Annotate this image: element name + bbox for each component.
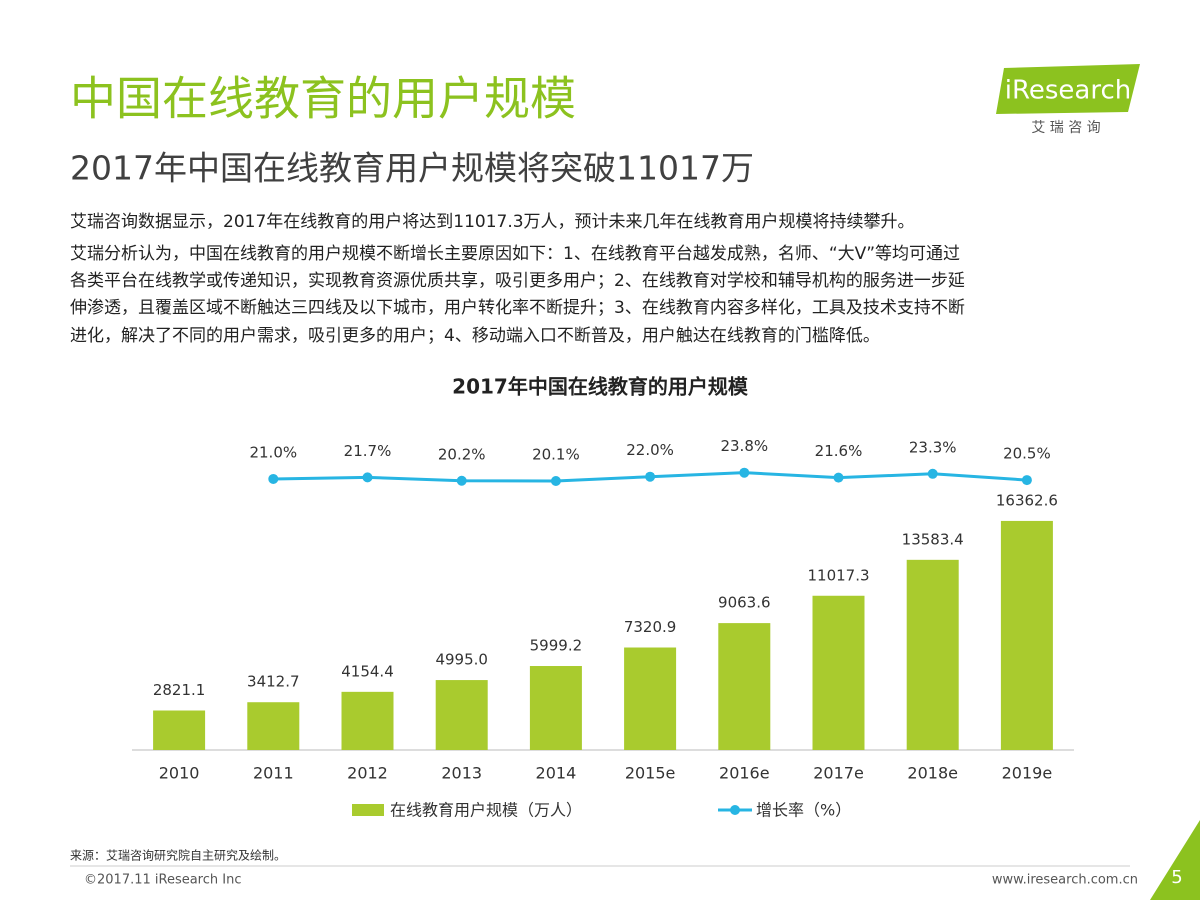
bar-label: 4154.4 (341, 662, 394, 680)
growth-point (739, 467, 750, 478)
x-tick-label: 2010 (159, 764, 200, 783)
body-line: 伸渗透，且覆盖区域不断触达三四线及以下城市，用户转化率不断提升；3、在线教育内容… (70, 298, 965, 318)
growth-point (645, 471, 656, 482)
growth-point (362, 472, 373, 483)
growth-point (456, 475, 467, 486)
growth-point (550, 475, 561, 486)
growth-label: 22.0% (626, 441, 674, 459)
x-tick-label: 2011 (253, 764, 294, 783)
x-tick-label: 2018e (907, 764, 958, 783)
logo-text: iResearch (1005, 76, 1131, 106)
body-line: 进化，解决了不同的用户需求，吸引更多的用户；4、移动端入口不断普及，用户触达在线… (70, 326, 880, 346)
legend-label: 增长率（%） (756, 801, 851, 820)
growth-point (927, 468, 938, 479)
body-line: 艾瑞咨询数据显示，2017年在线教育的用户将达到11017.3万人，预计未来几年… (70, 212, 915, 232)
growth-label: 20.2% (438, 445, 486, 463)
bar-label: 11017.3 (807, 566, 869, 584)
bar (435, 680, 488, 750)
growth-label: 21.0% (249, 443, 297, 461)
growth-label: 21.6% (815, 442, 863, 460)
url: www.iresearch.com.cn (992, 873, 1138, 888)
slide-subtitle: 2017年中国在线教育用户规模将突破11017万 (70, 149, 754, 188)
bar-label: 7320.9 (624, 618, 677, 636)
x-tick-label: 2013 (441, 764, 482, 783)
bar (624, 647, 677, 750)
bar (1000, 520, 1053, 750)
bar-label: 3412.7 (247, 673, 300, 691)
bar (529, 666, 582, 750)
legend-swatch (352, 804, 384, 816)
growth-point (268, 473, 279, 484)
slide-title: 中国在线教育的用户规模 (70, 72, 576, 126)
x-tick-label: 2019e (1002, 764, 1053, 783)
growth-label: 20.5% (1003, 445, 1051, 463)
bar (718, 623, 771, 750)
growth-label: 20.1% (532, 445, 580, 463)
growth-label: 23.3% (909, 438, 957, 456)
logo-cn: 艾 瑞 咨 询 (1031, 120, 1100, 136)
page-number: 5 (1171, 867, 1182, 888)
bar-label: 2821.1 (153, 681, 206, 699)
bar (247, 702, 300, 750)
bar (153, 710, 206, 750)
body-line: 艾瑞分析认为，中国在线教育的用户规模不断增长主要原因如下：1、在线教育平台越发成… (70, 243, 960, 264)
bar-label: 16362.6 (996, 491, 1058, 509)
legend-dot (730, 805, 740, 815)
bar-label: 13583.4 (902, 530, 964, 548)
growth-point (833, 472, 844, 483)
growth-label: 23.8% (720, 437, 768, 455)
bar-label: 4995.0 (435, 651, 488, 669)
logo-box (996, 64, 1140, 114)
chart-title: 2017年中国在线教育的用户规模 (452, 375, 749, 399)
x-tick-label: 2014 (536, 764, 577, 783)
source: 来源：艾瑞咨询研究院自主研究及绘制。 (70, 848, 286, 863)
growth-label: 21.7% (344, 442, 392, 460)
x-tick-label: 2016e (719, 764, 770, 783)
x-tick-label: 2012 (347, 764, 388, 783)
bar (812, 595, 865, 750)
copyright: ©2017.11 iResearch Inc (84, 873, 242, 888)
body-line: 各类平台在线教学或传递知识，实现教育资源优质共享，吸引更多用户；2、在线教育对学… (70, 271, 965, 291)
growth-point (1021, 475, 1032, 486)
corner (1150, 820, 1200, 900)
x-tick-label: 2015e (625, 764, 676, 783)
bar (906, 559, 959, 750)
bar (341, 691, 394, 750)
legend-label: 在线教育用户规模（万人） (390, 801, 582, 820)
bar-label: 9063.6 (718, 594, 771, 612)
bar-label: 5999.2 (530, 637, 583, 655)
x-tick-label: 2017e (813, 764, 864, 783)
